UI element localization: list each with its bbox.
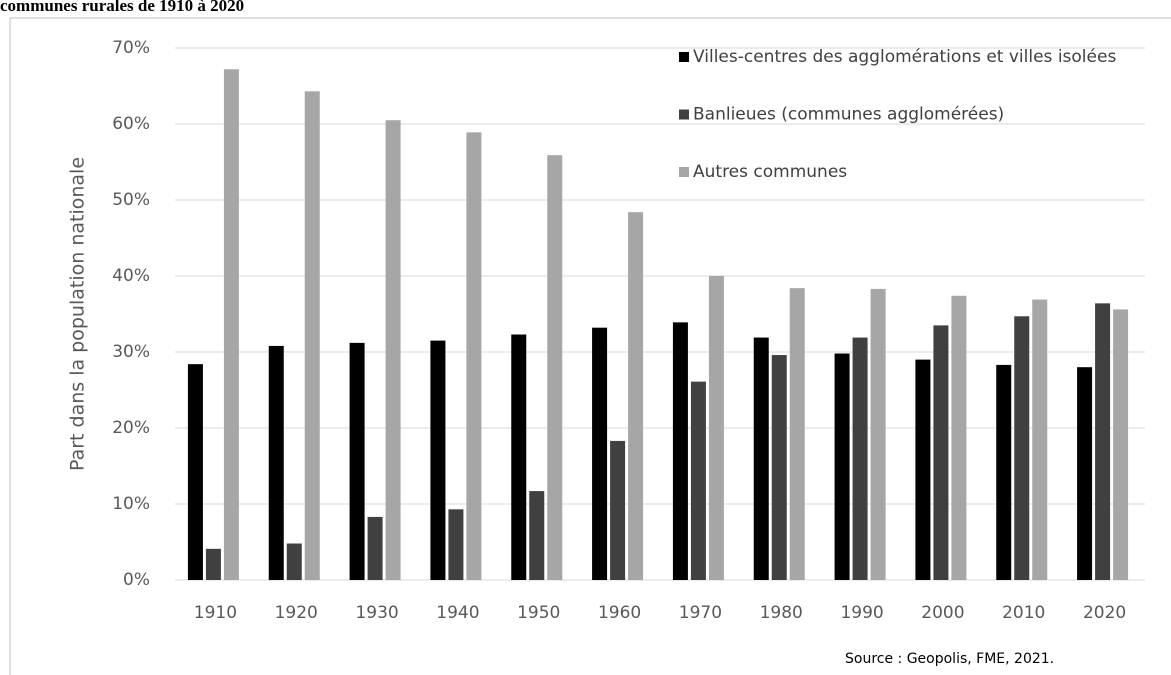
x-tick-label: 2020 xyxy=(1083,603,1126,623)
bar xyxy=(448,509,464,580)
bar xyxy=(1077,367,1093,580)
bar xyxy=(223,69,239,580)
bar xyxy=(430,340,446,580)
y-axis-label: Part dans la population nationale xyxy=(67,157,89,471)
bar xyxy=(771,355,787,580)
y-tick-label: 50% xyxy=(112,190,150,210)
y-tick-label: 10% xyxy=(112,494,150,514)
y-tick-label: 20% xyxy=(112,418,150,438)
bar xyxy=(187,364,203,580)
bar xyxy=(852,337,868,580)
x-tick-label: 1950 xyxy=(517,603,560,623)
x-tick-label: 1990 xyxy=(840,603,883,623)
x-tick-label: 1920 xyxy=(275,603,318,623)
bar xyxy=(349,342,365,580)
bar xyxy=(628,212,644,580)
bar xyxy=(1032,299,1048,580)
bar xyxy=(547,155,563,580)
bar xyxy=(1113,309,1129,580)
bar xyxy=(286,543,302,580)
x-tick-label: 2000 xyxy=(921,603,964,623)
bar xyxy=(205,548,221,580)
legend-swatch xyxy=(679,52,689,62)
bar xyxy=(870,288,886,580)
bar xyxy=(1095,303,1111,580)
x-tick-label: 1910 xyxy=(194,603,237,623)
bar xyxy=(304,91,320,580)
y-tick-label: 30% xyxy=(112,342,150,362)
x-tick-label: 1930 xyxy=(355,603,398,623)
bar xyxy=(672,322,688,580)
bar xyxy=(511,334,527,580)
bar xyxy=(834,353,850,580)
y-tick-label: 60% xyxy=(112,114,150,134)
y-tick-label: 40% xyxy=(112,266,150,286)
y-tick-label: 70% xyxy=(112,38,150,58)
bar xyxy=(915,359,931,580)
y-tick-label: 0% xyxy=(123,570,150,590)
x-tick-label: 1940 xyxy=(436,603,479,623)
bar xyxy=(996,364,1012,580)
source-note: Source : Geopolis, FME, 2021. xyxy=(845,651,1054,667)
legend-swatch xyxy=(679,109,689,120)
x-tick-label: 2010 xyxy=(1002,603,1045,623)
chart-title: communes rurales de 1910 à 2020 xyxy=(0,0,244,15)
bar xyxy=(592,327,608,580)
bar xyxy=(708,276,724,580)
legend-label: Autres communes xyxy=(693,162,847,182)
bar xyxy=(789,288,805,580)
bar xyxy=(268,345,284,580)
bar xyxy=(529,491,545,580)
bar xyxy=(753,337,769,580)
bar xyxy=(933,325,949,580)
bar xyxy=(466,132,482,581)
x-tick-label: 1970 xyxy=(679,603,722,623)
bar xyxy=(367,516,383,580)
bar xyxy=(385,120,401,580)
legend-label: Banlieues (communes agglomérées) xyxy=(693,105,1004,125)
x-tick-label: 1980 xyxy=(760,603,803,623)
x-tick-label: 1960 xyxy=(598,603,641,623)
legend-label: Villes-centres des agglomérations et vil… xyxy=(693,47,1116,67)
chart-frame xyxy=(9,17,1171,675)
legend-swatch xyxy=(679,167,689,177)
bar xyxy=(951,295,967,580)
bar xyxy=(610,440,626,580)
bar xyxy=(690,381,706,580)
bar xyxy=(1014,316,1030,580)
